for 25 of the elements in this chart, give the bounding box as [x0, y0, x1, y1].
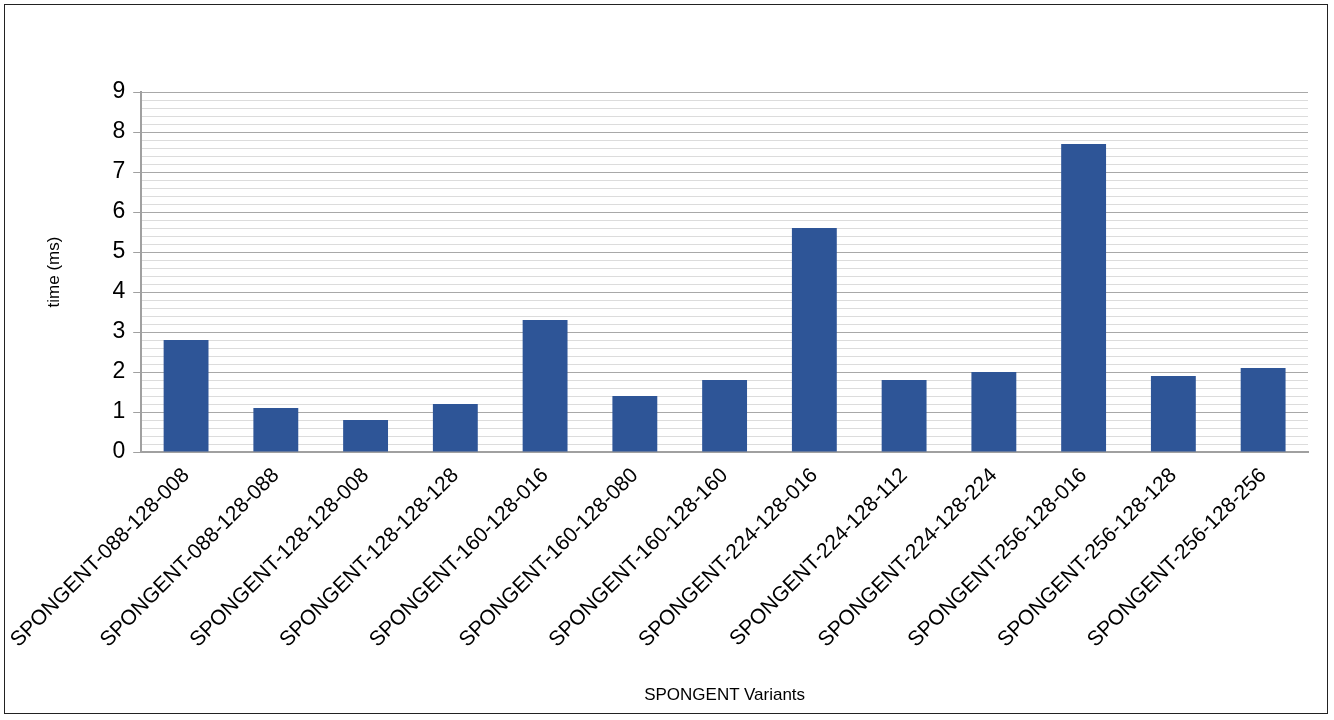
- bar: [881, 380, 927, 452]
- x-axis-title: SPONGENT Variants: [644, 685, 806, 705]
- y-tick-label: 7: [112, 157, 126, 184]
- y-tick-label: 6: [112, 197, 126, 224]
- bar: [1061, 144, 1107, 452]
- bar: [791, 228, 837, 452]
- bar: [971, 372, 1017, 452]
- bar: [1150, 376, 1196, 452]
- y-tick-label: 0: [112, 437, 126, 464]
- bar: [432, 404, 478, 452]
- bar: [612, 396, 658, 452]
- y-tick-label: 5: [112, 237, 126, 264]
- y-tick-label: 4: [112, 277, 126, 304]
- bar: [702, 380, 748, 452]
- bar: [163, 340, 209, 452]
- y-axis-title: time (ms): [43, 236, 63, 308]
- y-tick-label: 1: [112, 397, 126, 424]
- y-tick-label: 9: [112, 77, 126, 104]
- y-tick-label: 8: [112, 117, 126, 144]
- y-tick-label: 2: [112, 357, 126, 384]
- bar: [522, 320, 568, 452]
- bar: [1240, 368, 1286, 452]
- bar: [343, 420, 389, 452]
- y-tick-label: 3: [112, 317, 126, 344]
- bar: [253, 408, 299, 452]
